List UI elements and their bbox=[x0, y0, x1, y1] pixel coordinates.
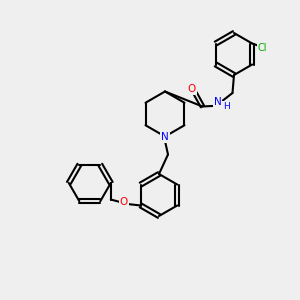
Text: O: O bbox=[187, 84, 196, 94]
Text: N: N bbox=[214, 97, 221, 107]
Text: N: N bbox=[161, 131, 169, 142]
Text: Cl: Cl bbox=[258, 43, 267, 53]
Text: H: H bbox=[223, 102, 230, 111]
Text: O: O bbox=[120, 196, 128, 207]
